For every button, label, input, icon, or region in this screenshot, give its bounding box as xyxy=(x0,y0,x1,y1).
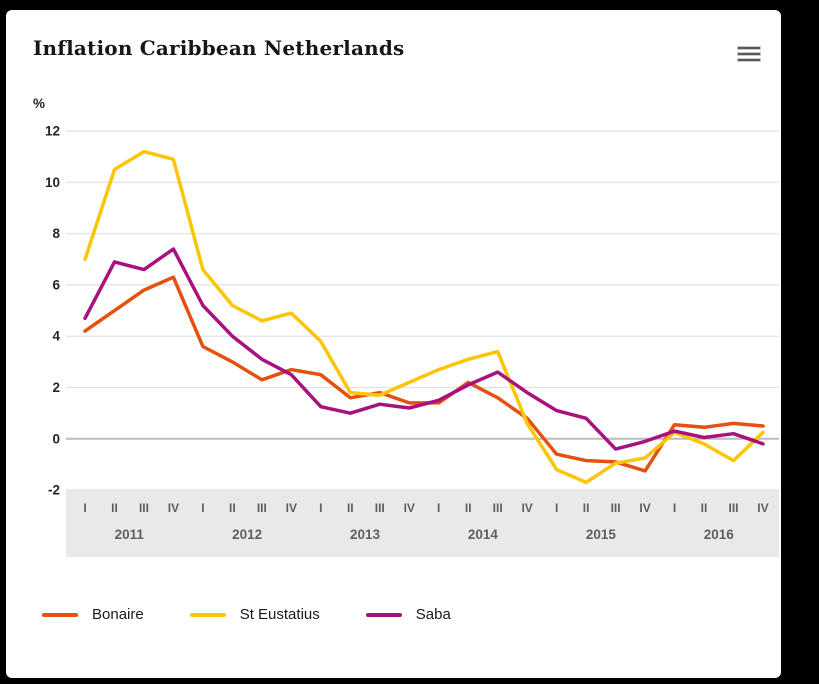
menu-bar xyxy=(737,46,761,50)
x-tick-label-quarter: II xyxy=(111,501,118,515)
x-tick-label-quarter: IV xyxy=(639,501,650,515)
x-tick-label-year: 2011 xyxy=(115,527,145,542)
chart-title: Inflation Caribbean Netherlands xyxy=(33,36,405,60)
legend-label: St Eustatius xyxy=(239,606,320,623)
series-line-st-eustatius xyxy=(83,149,765,485)
x-tick-label-quarter: III xyxy=(257,501,267,515)
y-tick-label: -2 xyxy=(48,483,60,498)
legend-item-st-eustatius[interactable]: St Eustatius xyxy=(189,606,320,623)
x-tick-label-year: 2016 xyxy=(704,527,735,542)
y-tick-label: 2 xyxy=(52,380,60,395)
x-tick-label-quarter: IV xyxy=(168,501,179,515)
y-tick-label: 10 xyxy=(45,175,60,190)
y-tick-label: 0 xyxy=(52,431,60,446)
x-tick-label-quarter: II xyxy=(465,501,472,515)
x-tick-label-quarter: I xyxy=(201,501,204,515)
menu-bar xyxy=(737,52,761,56)
x-tick-label-quarter: IV xyxy=(404,501,415,515)
x-tick-label-quarter: II xyxy=(701,501,708,515)
x-tick-label-quarter: III xyxy=(375,501,385,515)
x-tick-label-quarter: I xyxy=(319,501,322,515)
x-tick-label-quarter: II xyxy=(583,501,590,515)
x-tick-label-quarter: I xyxy=(555,501,558,515)
x-tick-label-quarter: I xyxy=(437,501,440,515)
series-line-saba xyxy=(83,247,765,451)
x-tick-label-year: 2013 xyxy=(350,527,381,542)
legend-item-saba[interactable]: Saba xyxy=(365,606,451,623)
x-tick-label-quarter: III xyxy=(611,501,621,515)
x-tick-label-quarter: IV xyxy=(757,501,768,515)
y-tick-label: 4 xyxy=(52,329,60,344)
x-axis-band xyxy=(66,490,779,557)
x-tick-label-quarter: II xyxy=(229,501,236,515)
x-tick-label-quarter: II xyxy=(347,501,354,515)
x-tick-label-year: 2014 xyxy=(468,527,499,542)
legend-item-bonaire[interactable]: Bonaire xyxy=(42,606,144,623)
chart-legend: Bonaire St Eustatius Saba xyxy=(42,606,451,623)
x-tick-label-year: 2012 xyxy=(232,527,262,542)
hamburger-menu-icon[interactable] xyxy=(737,42,761,66)
legend-label: Bonaire xyxy=(92,606,144,623)
chart-card: Inflation Caribbean Netherlands 12 10 8 6 4 2… xyxy=(6,10,781,678)
y-axis-unit-label: % xyxy=(33,96,45,111)
y-tick-label: 8 xyxy=(52,226,60,241)
y-tick-label: 6 xyxy=(52,277,60,292)
x-tick-label-quarter: I xyxy=(673,501,676,515)
legend-label: Saba xyxy=(415,606,451,623)
y-tick-label: 12 xyxy=(45,124,60,139)
x-tick-label-quarter: IV xyxy=(521,501,532,515)
x-tick-label-quarter: I xyxy=(83,501,86,515)
x-tick-label-quarter: IV xyxy=(286,501,297,515)
legend-swatch xyxy=(365,612,402,617)
x-tick-label-quarter: III xyxy=(493,501,503,515)
menu-bar xyxy=(737,58,761,62)
x-tick-label-quarter: III xyxy=(728,501,738,515)
legend-swatch xyxy=(42,612,78,617)
legend-swatch xyxy=(189,612,226,617)
chart-header: Inflation Caribbean Netherlands xyxy=(33,36,761,72)
x-tick-label-year: 2015 xyxy=(586,527,617,542)
x-tick-label-quarter: III xyxy=(139,501,149,515)
